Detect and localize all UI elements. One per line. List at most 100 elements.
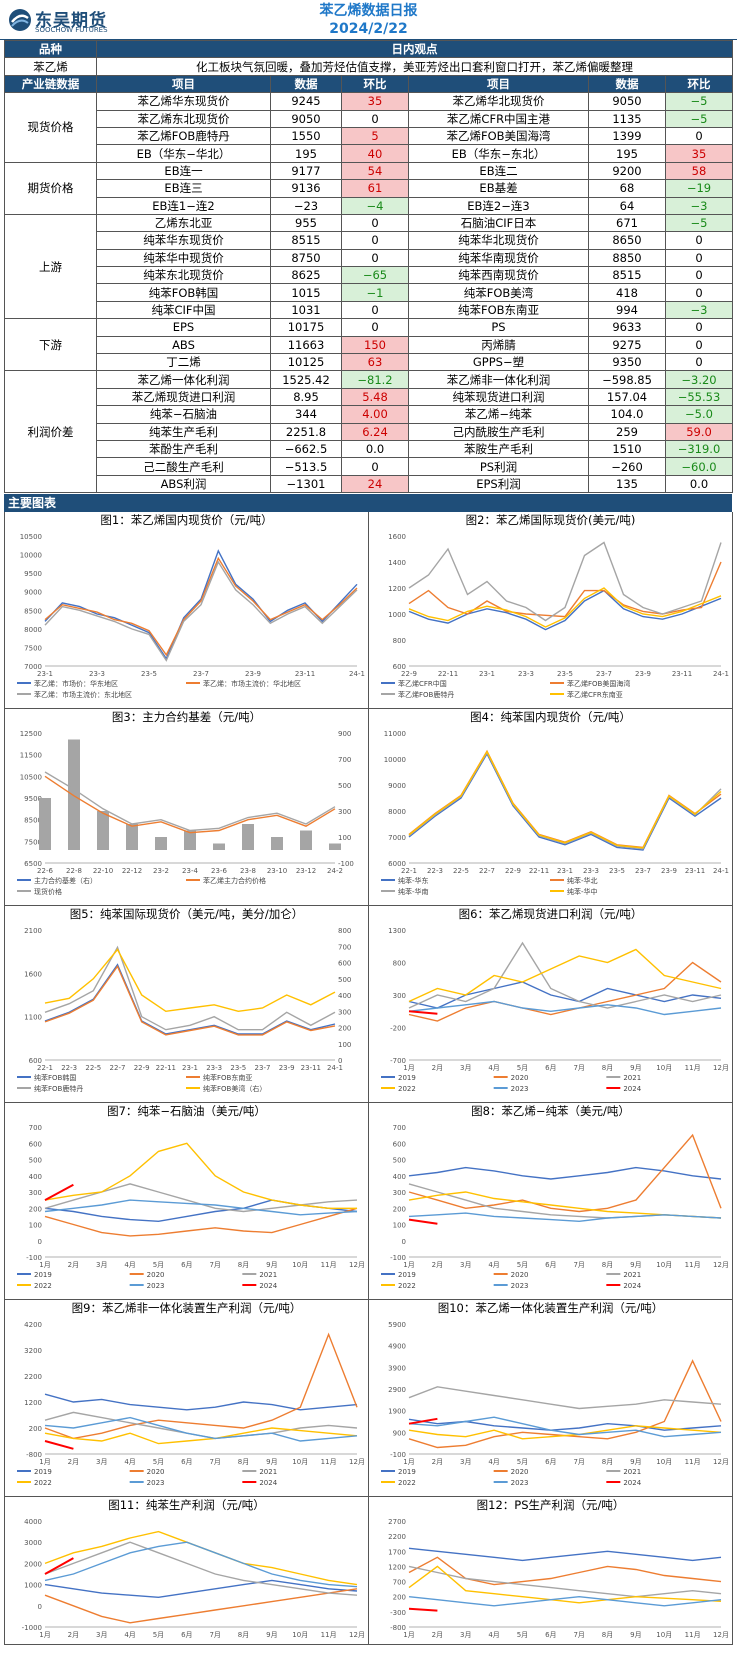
series-line — [44, 1588, 358, 1624]
cell-item: 纯苯FOB韩国 — [96, 283, 271, 302]
x-tick-label: 24-1 — [713, 670, 729, 678]
series-line — [44, 1440, 74, 1450]
y-tick-label: -100 — [26, 1254, 42, 1262]
y2-tick-label: 100 — [338, 834, 351, 842]
cell-change: 0 — [665, 318, 733, 337]
chart-panel: 图6：苯乙烯现货进口利润（元/吨） -700 -200 300 800 1300 1月 2月 3… — [369, 906, 733, 1104]
cell-change: −60.0 — [665, 457, 733, 476]
series-line — [44, 1183, 358, 1213]
cell-change: 35 — [665, 144, 733, 163]
y-tick-label: 7000 — [24, 663, 42, 671]
chart-panel: 图5：纯苯国际现货价（美元/吨，美分/加仑） 600 1100 1600 2100 0 10… — [5, 906, 369, 1104]
chart-svg: 600 1100 1600 2100 0 100 200 300 400 500 600 700 800… — [17, 927, 351, 1093]
cell-item: 苯酚生产毛利 — [96, 439, 271, 459]
table-row: ABS 11663 150 丙烯腈 9275 0 — [5, 335, 733, 355]
x-tick-label: 22-1 — [401, 867, 417, 875]
x-tick-label: 7月 — [573, 1064, 584, 1072]
table-row: 期货价格 EB连一 9177 54 EB连二 9200 58 — [4, 161, 733, 215]
x-tick-label: 9月 — [630, 1631, 641, 1639]
cell-change: 0 — [341, 231, 409, 250]
cell-change: −3 — [665, 300, 733, 320]
x-tick-label: 3月 — [96, 1261, 107, 1269]
x-tick-label: 2月 — [68, 1261, 79, 1269]
cell-change: 0 — [665, 335, 733, 355]
x-tick-label: 23-9 — [279, 1064, 295, 1072]
chart-svg: -700 -200 300 800 1300 1月 2月 3月 4月 5月 6月 7月 8月 9月 10月 1… — [381, 927, 729, 1093]
x-tick-label: 5月 — [517, 1631, 528, 1639]
cell-value: 1510 — [588, 439, 666, 459]
col-header: 产业链数据 — [4, 74, 97, 94]
legend-label: 2021 — [623, 1074, 641, 1082]
y-tick-label: 7500 — [24, 838, 42, 846]
x-tick-label: 7月 — [573, 1631, 584, 1639]
series-line — [408, 1556, 722, 1586]
x-tick-label: 11月 — [685, 1631, 701, 1639]
y-tick-label: 10000 — [384, 756, 406, 764]
legend-label: 苯乙烯：市场主流价：华北地区 — [203, 679, 301, 688]
cell-change: 0 — [665, 248, 733, 268]
cell-change: −5 — [665, 92, 733, 111]
cell-item: PS利润 — [408, 457, 589, 476]
series-line — [408, 752, 722, 851]
chart-svg: -800 200 1200 2200 3200 4200 1月 2月 3月 4月 5月 6月 7月 8月 9… — [17, 1321, 365, 1487]
x-tick-label: 4月 — [124, 1631, 135, 1639]
cell-change: 0 — [341, 109, 409, 128]
report-title-text: 苯乙烯数据日报 — [319, 3, 418, 19]
y-tick-label: 1900 — [388, 1408, 406, 1416]
section-label: 利润价差 — [4, 370, 97, 494]
x-tick-label: 6月 — [545, 1261, 556, 1269]
series-line — [44, 775, 336, 834]
chart-title: 图2：苯乙烯国际现货价(美元/吨) — [465, 513, 636, 528]
y2-tick-label: 700 — [338, 756, 351, 764]
x-tick-label: 2月 — [432, 1261, 443, 1269]
series-line — [408, 1183, 722, 1219]
cell-item: 苯乙烯华东现货价 — [96, 92, 271, 111]
x-tick-label: 23-11 — [672, 670, 692, 678]
series-line — [408, 1167, 722, 1180]
series-line — [408, 1010, 438, 1015]
table-row: 苯乙烯FOB鹿特丹 1550 5 苯乙烯FOB美国海湾 1399 0 — [5, 126, 733, 146]
chart-svg: -1000 0 1000 2000 3000 4000 1月 2月 3月 4月 5月 6月 7月 8月 9月… — [22, 1518, 365, 1639]
cell-change: −5 — [665, 109, 733, 128]
y-tick-label: 900 — [393, 1429, 406, 1437]
cell-item: 丁二烯 — [96, 353, 271, 372]
chart-panel: 图11：纯苯生产利润（元/吨） -1000 0 1000 2000 3000 4000 1月 2… — [5, 1497, 369, 1646]
cell-item: 己内酰胺生产毛利 — [408, 422, 589, 441]
table-row: 利润价差 苯乙烯一体化利润 1525.42 −81.2 苯乙烯非一体化利润 −598.85… — [4, 370, 733, 494]
x-tick-label: 12月 — [713, 1261, 729, 1269]
legend-label: 2024 — [623, 1085, 641, 1093]
basis-bar — [155, 837, 167, 851]
x-tick-label: 12月 — [713, 1064, 729, 1072]
x-tick-label: 23-12 — [296, 867, 316, 875]
cell-value: 9633 — [588, 318, 666, 337]
x-tick-label: 23-7 — [596, 670, 612, 678]
table-row: 纯苯华东现货价 8515 0 纯苯华北现货价 8650 0 — [5, 231, 733, 250]
x-tick-label: 22-7 — [479, 867, 495, 875]
cell-item: 纯苯东北现货价 — [96, 266, 271, 285]
legend-label: 2021 — [259, 1271, 277, 1279]
series-line — [408, 981, 722, 1009]
x-tick-label: 2月 — [432, 1064, 443, 1072]
y-tick-label: 0 — [38, 1238, 42, 1246]
y2-tick-label: 400 — [338, 992, 351, 1000]
cell-value: 9050 — [588, 92, 666, 111]
series-line — [44, 1427, 358, 1445]
chart-panel: 图8：苯乙烯−纯苯（美元/吨） -100 0 100 200 300 400 500 600 70… — [369, 1103, 733, 1301]
data-table: 品种 日内观点 苯乙烯 化工板块气氛回暖，叠加芳烃估值支撑，美亚芳烃出口套利窗口… — [4, 39, 733, 494]
y-tick-label: 2000 — [24, 1561, 42, 1569]
x-tick-label: 6月 — [181, 1261, 192, 1269]
y-tick-label: -700 — [390, 1057, 406, 1065]
x-tick-label: 6月 — [181, 1631, 192, 1639]
y-tick-label: -200 — [390, 1025, 406, 1033]
y-tick-label: 4200 — [24, 1321, 42, 1329]
cell-change: 6.24 — [341, 422, 409, 441]
y-tick-label: 9000 — [24, 589, 42, 597]
x-tick-label: 6月 — [545, 1458, 556, 1466]
cell-value: 8650 — [588, 231, 666, 250]
basis-bar — [184, 830, 196, 851]
x-tick-label: 10月 — [292, 1261, 308, 1269]
charts-section-title: 主要图表 — [4, 494, 732, 513]
y-tick-label: 6500 — [24, 860, 42, 868]
cell-value: 10175 — [270, 318, 342, 337]
x-tick-label: 22-6 — [37, 867, 53, 875]
